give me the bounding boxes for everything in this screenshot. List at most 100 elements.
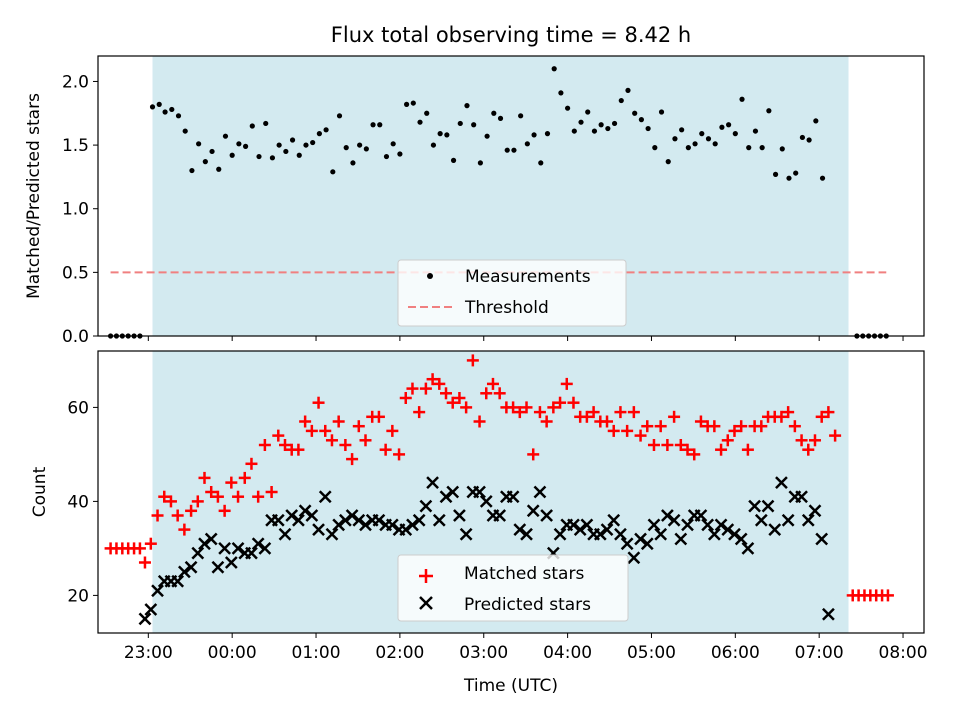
predicted-star-point [151,584,164,598]
x-tick-label: 06:00 [711,643,760,663]
predicted-star-point [298,504,312,518]
measurement-point [544,131,551,137]
bottom-y-axis: 20 40 60 [67,398,98,606]
measurement-point [699,131,705,137]
measurement-point [819,175,826,181]
predicted-star-point [245,546,258,560]
measurement-point [403,101,410,107]
matched-star-point [399,392,412,404]
x-tick-label: 07:00 [795,643,844,663]
matched-star-point [198,471,211,484]
matched-stars-points [104,354,894,602]
measurement-point [424,110,430,116]
predicted-star-point [667,513,681,527]
predicted-star-point [138,612,152,626]
matched-star-point [668,410,681,423]
measurement-point [363,146,369,152]
predicted-star-point [432,513,446,527]
measurement-point [746,145,752,151]
predicted-star-point [399,523,413,536]
bottom-y-axis-label: Count [30,466,50,517]
measurement-point [410,100,416,106]
y-tick-label: 1.5 [62,136,89,156]
measurement-point [726,122,732,128]
predicted-star-point [446,485,460,499]
predicted-star-point [325,527,339,541]
predicted-star-point [707,527,721,541]
matched-star-point [138,556,151,569]
predicted-star-point [647,518,661,532]
bottom-legend[interactable]: Matched stars Predicted stars [397,554,629,622]
x-axis-label: Time (UTC) [463,676,558,696]
predicted-star-point [171,574,185,588]
measurement-point [330,169,336,175]
predicted-star-point [184,560,198,574]
matched-star-point [822,406,835,419]
measurement-point [504,147,510,153]
matched-star-point [547,401,560,414]
measurement-point [189,167,195,174]
x-tick-label: 08:00 [879,643,928,663]
predicted-star-point [654,527,668,541]
measurement-point [276,142,282,148]
measurement-point [444,132,450,138]
predicted-star-point [406,518,419,532]
matched-star-point [292,443,305,456]
measurement-point [236,141,242,147]
predicted-star-point [567,518,580,532]
predicted-star-point [251,537,265,551]
matched-star-point [164,495,177,508]
measurement-point [310,139,316,146]
predicted-star-point [332,518,346,532]
predicted-star-point [741,542,755,555]
predicted-star-point [681,518,694,532]
matched-star-point [178,523,191,536]
matched-star-point [312,396,325,409]
matched-star-point [446,396,459,409]
matched-star-point [460,401,473,414]
measurement-point [692,141,698,147]
matched-star-point [607,424,620,437]
measurement-point [216,166,222,172]
measurement-point [538,160,544,166]
matched-star-point [621,424,634,437]
matched-star-point [567,396,580,409]
matched-star-point [359,434,372,447]
measurement-point [571,128,577,134]
matched-star-point [661,439,674,451]
predicted-star-point [359,518,372,532]
measurement-point [397,151,403,157]
measurement-point [336,113,343,119]
measurement-point [645,125,651,132]
predicted-star-point [801,513,815,527]
matched-star-point [580,410,593,423]
matched-star-point [782,406,795,419]
measurement-point [343,145,349,151]
matched-star-point [133,542,146,555]
measurement-point [632,110,638,116]
matched-star-point [419,382,432,395]
legend-matched-label: Matched stars [464,564,584,584]
matched-star-point [238,471,251,484]
predicted-star-point [352,513,366,527]
x-tick-label: 23:00 [124,643,173,663]
legend-threshold-label: Threshold [464,298,549,318]
measurement-point [578,119,584,125]
measurement-point [484,133,490,139]
predicted-star-point [258,542,272,555]
matched-star-point [473,415,486,428]
predicted-star-point [614,527,627,541]
measurement-point [772,171,779,177]
predicted-star-point [218,542,232,555]
top-legend[interactable]: Measurements Threshold [397,259,627,327]
predicted-star-point [540,509,554,522]
measurement-point [665,159,671,165]
matched-star-point [527,448,540,461]
y-tick-label: 2.0 [62,72,89,92]
matched-star-point [252,490,265,503]
measurement-point [430,142,437,148]
predicted-star-point [271,513,285,527]
measurement-point [316,131,322,137]
matched-star-point [191,495,204,508]
measurement-point [598,122,604,128]
